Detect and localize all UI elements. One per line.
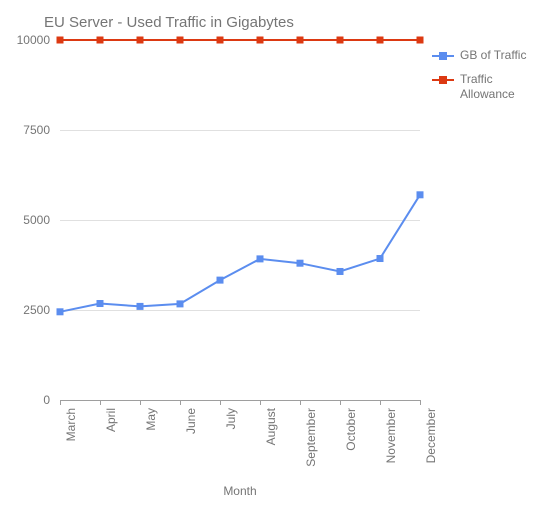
legend-swatch — [432, 75, 454, 85]
x-tick-label: June — [184, 408, 198, 434]
x-tick — [180, 400, 181, 405]
x-tick — [260, 400, 261, 405]
series-marker — [137, 303, 144, 310]
legend-item: GB of Traffic — [432, 48, 540, 64]
series-marker — [97, 300, 104, 307]
series-marker — [137, 37, 144, 44]
x-tick — [140, 400, 141, 405]
series-marker — [377, 255, 384, 262]
y-gridline — [60, 400, 420, 401]
series-marker — [97, 37, 104, 44]
x-axis-title: Month — [0, 484, 510, 498]
series-marker — [57, 37, 64, 44]
y-tick-label: 10000 — [17, 33, 50, 47]
series-line — [60, 195, 420, 312]
series-marker — [177, 37, 184, 44]
x-tick-label: October — [344, 408, 358, 451]
y-tick-label: 0 — [43, 393, 50, 407]
series-marker — [297, 260, 304, 267]
x-tick — [60, 400, 61, 405]
series-marker — [297, 37, 304, 44]
series-marker — [417, 37, 424, 44]
y-tick-label: 7500 — [23, 123, 50, 137]
series-marker — [377, 37, 384, 44]
series-marker — [337, 268, 344, 275]
chart-container: EU Server - Used Traffic in Gigabytes 0 2… — [0, 0, 540, 508]
series-marker — [177, 300, 184, 307]
chart-title: EU Server - Used Traffic in Gigabytes — [44, 14, 294, 31]
x-tick-label: May — [144, 408, 158, 431]
y-tick-label: 5000 — [23, 213, 50, 227]
x-tick-label: March — [64, 408, 78, 441]
x-tick-label: August — [264, 408, 278, 445]
series-marker — [417, 191, 424, 198]
y-tick-label: 2500 — [23, 303, 50, 317]
series-marker — [257, 255, 264, 262]
x-tick — [420, 400, 421, 405]
legend-label: GB of Traffic — [460, 48, 526, 64]
x-tick — [380, 400, 381, 405]
series-marker — [217, 277, 224, 284]
legend-label: Traffic Allowance — [460, 72, 540, 103]
plot-area — [60, 40, 420, 400]
x-tick-label: September — [304, 408, 318, 467]
x-tick — [100, 400, 101, 405]
series-marker — [217, 37, 224, 44]
legend-item: Traffic Allowance — [432, 72, 540, 103]
x-tick-label: July — [224, 408, 238, 429]
x-tick — [220, 400, 221, 405]
x-tick-label: December — [424, 408, 438, 463]
legend: GB of Traffic Traffic Allowance — [432, 48, 540, 111]
x-tick — [340, 400, 341, 405]
x-tick — [300, 400, 301, 405]
series-marker — [337, 37, 344, 44]
x-tick-label: November — [384, 408, 398, 463]
legend-swatch — [432, 51, 454, 61]
series-marker — [57, 308, 64, 315]
x-tick-label: April — [104, 408, 118, 432]
x-axis-labels: March April May June July August September Octo… — [60, 406, 420, 486]
series-marker — [257, 37, 264, 44]
